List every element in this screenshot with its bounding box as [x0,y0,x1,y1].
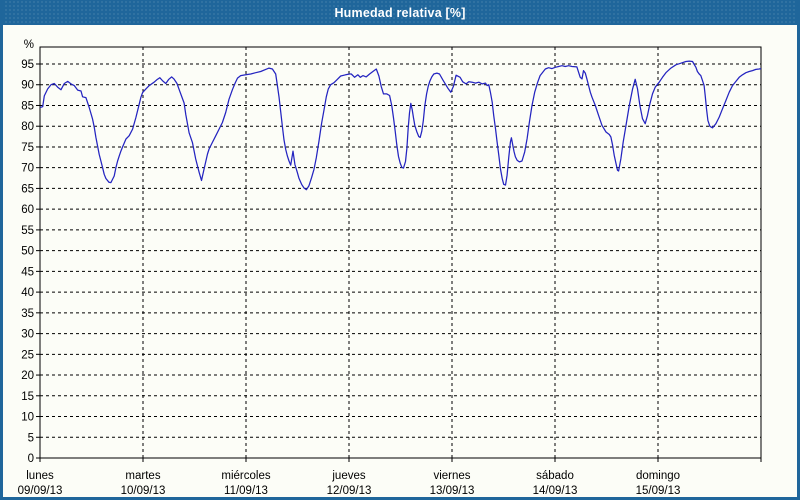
y-tick-label: 10 [21,412,34,424]
plot-border [39,46,762,459]
y-tick-label: 30 [21,329,34,341]
x-day-name: martes [125,470,160,482]
y-tick-label: 25 [21,349,34,361]
y-tick-label: 45 [21,266,34,278]
x-day-name: jueves [331,470,365,482]
x-day-name: sábado [536,470,574,482]
x-day-name: domingo [636,470,680,482]
titlebar: Humedad relativa [%] [3,0,797,25]
y-tick-label: 75 [21,142,34,154]
y-tick-label: 90 [21,80,34,92]
y-tick-label: 0 [28,453,34,465]
chart-canvas: 05101520253035404550556065707580859095%l… [18,39,762,497]
x-day-date: 12/09/13 [327,485,372,497]
y-tick-label: 20 [21,370,34,382]
x-day-name: miércoles [221,470,270,482]
x-axis: lunes 09/09/13 martes 10/09/13 miércoles 11/0… [18,47,762,497]
y-tick-label: 50 [21,246,34,258]
y-tick-label: 65 [21,183,34,195]
y-tick-label: 95 [21,59,34,71]
window-title: Humedad relativa [%] [334,5,466,20]
x-day-name: lunes [26,470,54,482]
y-tick-label: 70 [21,163,34,175]
y-tick-label: 15 [21,391,34,403]
y-tick-label: 55 [21,225,34,237]
y-axis-unit-label: % [24,39,34,51]
y-tick-label: 80 [21,121,34,133]
y-tick-label: 60 [21,204,34,216]
y-tick-label: 85 [21,100,34,112]
x-day-date: 15/09/13 [636,485,681,497]
x-day-date: 14/09/13 [533,485,578,497]
x-day-date: 10/09/13 [121,485,166,497]
y-tick-label: 5 [28,432,34,444]
x-day-date: 13/09/13 [430,485,475,497]
x-day-date: 11/09/13 [224,485,268,497]
y-tick-label: 35 [21,308,34,320]
y-axis: 0 5 10 15 20 25 30 35 40 45 50 55 60 65 70 75 80 85 90 95 [21,59,761,465]
x-day-date: 09/09/13 [18,485,63,497]
y-tick-label: 40 [21,287,34,299]
humidity-line [39,60,762,191]
x-day-name: viernes [433,470,470,482]
